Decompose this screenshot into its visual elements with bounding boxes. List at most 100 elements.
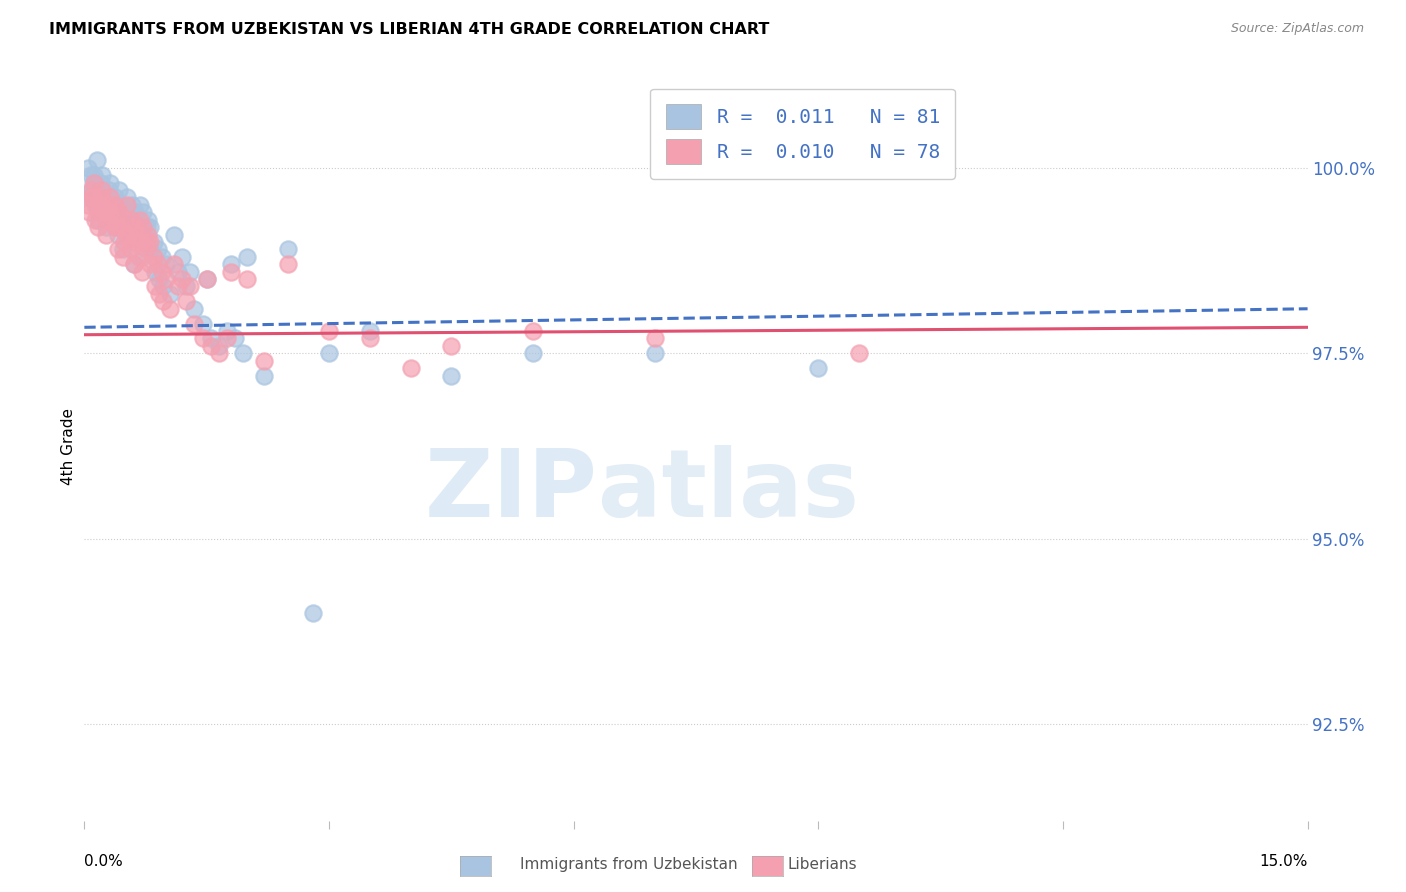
Point <box>236 250 259 264</box>
Point <box>183 317 205 331</box>
Point <box>90 198 112 212</box>
Point <box>87 205 110 219</box>
Point <box>128 212 150 227</box>
Point <box>103 220 125 235</box>
Point <box>146 243 169 257</box>
Point <box>644 331 666 345</box>
Point <box>253 353 276 368</box>
Point <box>86 153 108 168</box>
Point <box>107 227 129 242</box>
Point <box>82 176 104 190</box>
Point <box>122 220 145 235</box>
Point <box>150 265 173 279</box>
Point <box>146 257 169 271</box>
Point <box>136 227 159 242</box>
Point <box>98 205 121 219</box>
Point <box>122 257 145 271</box>
Point <box>90 176 112 190</box>
Point <box>143 265 166 279</box>
Point <box>136 212 159 227</box>
Point <box>399 361 422 376</box>
Point <box>120 243 142 257</box>
Point <box>131 250 153 264</box>
Point <box>131 265 153 279</box>
Point <box>131 235 153 249</box>
Point <box>148 287 170 301</box>
Point <box>115 212 138 227</box>
Point <box>114 212 136 227</box>
Point <box>100 190 122 204</box>
Point <box>128 235 150 249</box>
Text: Liberians: Liberians <box>787 857 858 872</box>
Point <box>101 198 124 212</box>
Point <box>139 243 162 257</box>
Point <box>163 257 186 271</box>
Point <box>87 183 110 197</box>
Point <box>150 250 173 264</box>
Point <box>107 183 129 197</box>
Point <box>232 346 254 360</box>
Point <box>224 331 246 345</box>
Point <box>159 287 181 301</box>
Point <box>253 368 276 383</box>
Point <box>277 257 299 271</box>
Point <box>96 220 118 235</box>
Point <box>107 243 129 257</box>
Point <box>138 220 160 235</box>
Point <box>104 198 127 212</box>
Text: 15.0%: 15.0% <box>1260 855 1308 870</box>
Point <box>132 220 155 235</box>
Point <box>191 331 214 345</box>
Point <box>135 243 157 257</box>
Point <box>111 243 134 257</box>
Point <box>124 205 146 219</box>
Point <box>301 606 323 620</box>
Point <box>128 250 150 264</box>
Point <box>97 198 120 212</box>
Point <box>219 257 242 271</box>
Point <box>191 317 214 331</box>
Point <box>107 205 129 219</box>
Point <box>522 324 544 338</box>
Point <box>122 257 145 271</box>
Point <box>104 190 127 204</box>
Point <box>200 339 222 353</box>
Point <box>167 265 190 279</box>
Point <box>121 212 143 227</box>
Point <box>208 339 231 353</box>
Point <box>80 168 103 182</box>
Point <box>139 257 162 271</box>
Point <box>91 168 114 182</box>
Point <box>91 183 114 197</box>
Point <box>90 190 112 204</box>
Point <box>83 168 105 182</box>
Point <box>440 339 463 353</box>
Point <box>174 279 197 293</box>
Point <box>77 205 100 219</box>
Point <box>148 272 170 286</box>
Point <box>848 346 870 360</box>
Point <box>77 190 100 204</box>
Text: Source: ZipAtlas.com: Source: ZipAtlas.com <box>1230 22 1364 36</box>
Legend: R =  0.011   N = 81, R =  0.010   N = 78: R = 0.011 N = 81, R = 0.010 N = 78 <box>651 88 955 179</box>
Point <box>318 324 340 338</box>
Point <box>127 227 149 242</box>
Point <box>77 161 100 175</box>
Point <box>100 176 122 190</box>
Point <box>96 198 118 212</box>
Point <box>440 368 463 383</box>
Point <box>120 227 142 242</box>
Point <box>277 243 299 257</box>
Point <box>83 176 105 190</box>
Point <box>110 198 132 212</box>
Point <box>152 279 174 293</box>
Point <box>217 324 239 338</box>
Y-axis label: 4th Grade: 4th Grade <box>60 408 76 484</box>
Point <box>132 205 155 219</box>
Point <box>93 190 115 204</box>
Point <box>152 294 174 309</box>
Point <box>644 346 666 360</box>
Point <box>155 272 177 286</box>
Point <box>195 272 218 286</box>
Point <box>93 205 115 219</box>
